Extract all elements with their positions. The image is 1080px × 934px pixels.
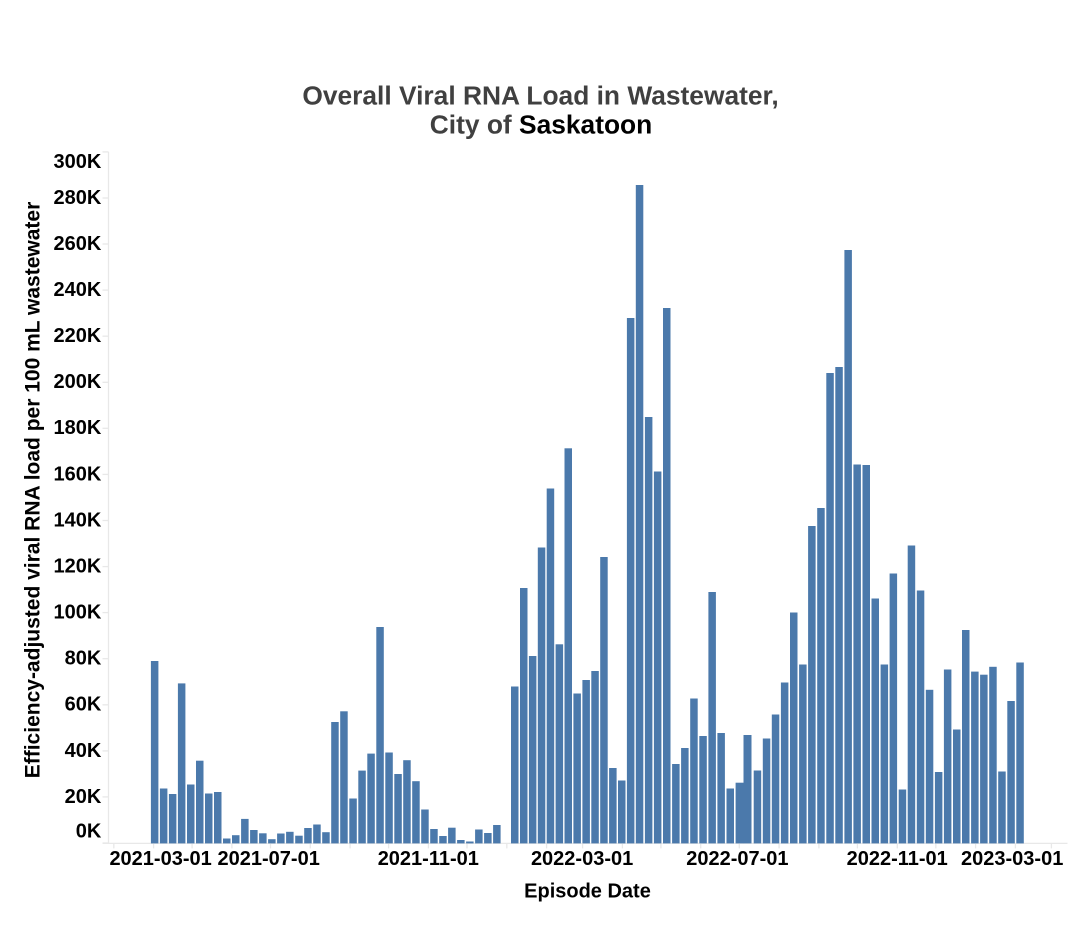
svg-text:240K: 240K: [53, 279, 101, 301]
svg-text:160K: 160K: [53, 463, 101, 485]
svg-text:2023-03-01: 2023-03-01: [961, 848, 1063, 870]
svg-text:2022-03-01: 2022-03-01: [531, 848, 633, 870]
svg-text:Episode Date: Episode Date: [524, 881, 651, 903]
svg-text:0K: 0K: [76, 821, 102, 843]
svg-text:Overall Viral RNA Load in Wast: Overall Viral RNA Load in Wastewater,: [302, 81, 778, 111]
svg-text:80K: 80K: [65, 648, 102, 670]
svg-text:260K: 260K: [53, 233, 101, 255]
svg-text:2022-11-01: 2022-11-01: [847, 848, 948, 870]
svg-text:2021-03-01: 2021-03-01: [109, 848, 211, 870]
svg-text:2022-07-01: 2022-07-01: [686, 848, 788, 870]
svg-text:280K: 280K: [53, 187, 101, 209]
svg-text:100K: 100K: [53, 601, 101, 623]
svg-text:200K: 200K: [53, 371, 101, 393]
svg-text:180K: 180K: [53, 417, 101, 439]
svg-text:300K: 300K: [53, 151, 101, 173]
svg-text:120K: 120K: [53, 555, 101, 577]
svg-text:Efficiency-adjusted viral RNA: Efficiency-adjusted viral RNA load per 1…: [22, 202, 45, 779]
svg-text:60K: 60K: [65, 694, 102, 716]
svg-text:20K: 20K: [65, 786, 102, 808]
svg-text:2021-11-01: 2021-11-01: [378, 848, 479, 870]
svg-text:40K: 40K: [65, 740, 102, 762]
svg-text:140K: 140K: [53, 509, 101, 531]
svg-text:2021-07-01: 2021-07-01: [218, 848, 320, 870]
svg-text:City of Saskatoon: City of Saskatoon: [430, 110, 653, 140]
svg-text:220K: 220K: [53, 325, 101, 347]
